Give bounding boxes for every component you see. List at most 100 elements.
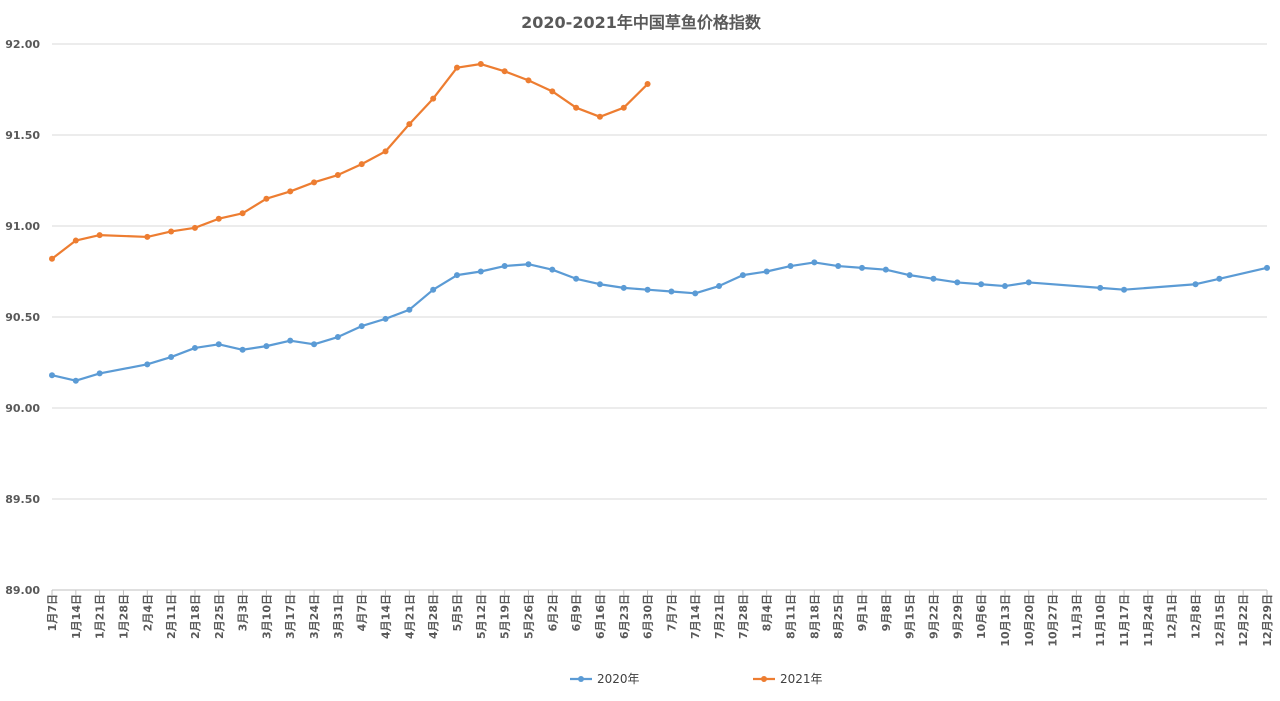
data-point bbox=[382, 315, 389, 322]
x-tick-label: 10月13日 bbox=[999, 594, 1012, 647]
y-tick-label: 91.00 bbox=[5, 220, 40, 233]
data-point bbox=[144, 361, 151, 368]
data-point bbox=[692, 290, 699, 297]
x-tick-label: 10月20日 bbox=[1023, 594, 1036, 647]
data-point bbox=[1025, 279, 1032, 286]
data-point bbox=[287, 337, 294, 344]
x-tick-label: 3月24日 bbox=[308, 594, 321, 639]
data-point bbox=[787, 263, 794, 270]
data-point bbox=[49, 255, 55, 262]
x-tick-label: 11月10日 bbox=[1094, 594, 1107, 647]
data-point bbox=[477, 61, 484, 68]
data-point bbox=[930, 275, 937, 282]
x-tick-label: 4月21日 bbox=[403, 594, 416, 639]
x-tick-label: 3月31日 bbox=[332, 594, 345, 639]
x-tick-label: 2月18日 bbox=[189, 594, 202, 639]
x-tick-label: 1月14日 bbox=[70, 594, 83, 639]
data-point bbox=[1001, 283, 1008, 290]
series-layer bbox=[49, 61, 1270, 384]
y-tick-label: 92.00 bbox=[5, 38, 40, 51]
x-tick-label: 9月8日 bbox=[880, 594, 893, 631]
data-point bbox=[1097, 284, 1104, 291]
data-point bbox=[620, 284, 627, 291]
data-point bbox=[168, 228, 175, 235]
data-point bbox=[287, 188, 294, 195]
x-tick-label: 12月1日 bbox=[1166, 594, 1179, 639]
y-axis-ticks: 89.00 89.50 90.00 90.50 91.00 91.50 92.00 bbox=[5, 38, 40, 597]
data-point bbox=[358, 323, 365, 330]
legend-item: 2020年 bbox=[570, 672, 640, 686]
legend: 2020年 2021年 bbox=[570, 672, 823, 686]
legend-marker bbox=[578, 676, 584, 682]
data-point bbox=[1264, 264, 1270, 271]
data-point bbox=[596, 281, 603, 288]
x-tick-label: 7月7日 bbox=[665, 594, 678, 631]
data-point bbox=[501, 68, 508, 75]
data-point bbox=[477, 268, 484, 275]
x-tick-label: 9月29日 bbox=[951, 594, 964, 639]
data-point bbox=[954, 279, 961, 286]
data-point bbox=[215, 215, 222, 222]
x-tick-label: 11月3日 bbox=[1070, 594, 1083, 639]
data-point bbox=[906, 272, 913, 279]
series-2 bbox=[49, 61, 651, 262]
legend-label: 2020年 bbox=[597, 672, 640, 686]
x-tick-label: 4月28日 bbox=[427, 594, 440, 639]
data-point bbox=[549, 266, 556, 273]
x-tick-label: 5月5日 bbox=[451, 594, 464, 631]
x-tick-label: 8月18日 bbox=[808, 594, 821, 639]
y-tick-label: 89.00 bbox=[5, 584, 40, 597]
x-tick-label: 2月4日 bbox=[141, 594, 154, 631]
x-tick-label: 1月7日 bbox=[46, 594, 59, 631]
data-point bbox=[739, 272, 746, 279]
data-point bbox=[334, 172, 341, 179]
data-point bbox=[716, 283, 723, 290]
x-tick-label: 1月21日 bbox=[94, 594, 107, 639]
data-point bbox=[811, 259, 818, 266]
data-point bbox=[668, 288, 675, 295]
data-point bbox=[430, 286, 437, 293]
data-point bbox=[406, 306, 413, 313]
data-point bbox=[239, 346, 246, 353]
data-point bbox=[1192, 281, 1199, 288]
data-point bbox=[430, 95, 437, 102]
x-tick-label: 10月6日 bbox=[975, 594, 988, 639]
data-point bbox=[859, 264, 865, 271]
data-point bbox=[72, 237, 79, 244]
x-tick-label: 6月30日 bbox=[642, 594, 655, 639]
data-point bbox=[358, 161, 365, 168]
series-line bbox=[51, 261, 1268, 382]
data-point bbox=[311, 341, 318, 348]
data-point bbox=[454, 272, 460, 279]
data-point bbox=[263, 195, 270, 202]
legend-marker bbox=[761, 676, 767, 682]
x-tick-label: 9月15日 bbox=[904, 594, 917, 639]
data-point bbox=[144, 233, 151, 240]
data-point bbox=[215, 341, 222, 348]
x-tick-label: 11月24日 bbox=[1142, 594, 1155, 647]
data-point bbox=[620, 104, 627, 111]
data-point bbox=[835, 263, 842, 270]
data-point bbox=[644, 81, 651, 88]
x-tick-label: 4月14日 bbox=[380, 594, 393, 639]
y-tick-label: 90.00 bbox=[5, 402, 40, 415]
x-tick-label: 6月23日 bbox=[618, 594, 631, 639]
chart-title: 2020-2021年中国草鱼价格指数 bbox=[521, 13, 762, 32]
x-tick-label: 5月12日 bbox=[475, 594, 488, 639]
x-tick-label: 6月2日 bbox=[546, 594, 559, 631]
data-point bbox=[882, 266, 889, 273]
x-tick-label: 2月25日 bbox=[213, 594, 226, 639]
x-tick-label: 10月27日 bbox=[1047, 594, 1060, 647]
data-point bbox=[382, 148, 389, 155]
x-tick-label: 8月4日 bbox=[761, 594, 774, 631]
x-tick-label: 7月21日 bbox=[713, 594, 726, 639]
x-tick-label: 8月11日 bbox=[785, 594, 798, 639]
x-tick-label: 5月19日 bbox=[499, 594, 512, 639]
y-tick-label: 91.50 bbox=[5, 129, 40, 142]
x-tick-label: 9月1日 bbox=[856, 594, 869, 631]
data-point bbox=[1216, 275, 1223, 282]
data-point bbox=[311, 179, 318, 186]
data-point bbox=[549, 88, 556, 95]
x-tick-label: 7月14日 bbox=[689, 594, 702, 639]
